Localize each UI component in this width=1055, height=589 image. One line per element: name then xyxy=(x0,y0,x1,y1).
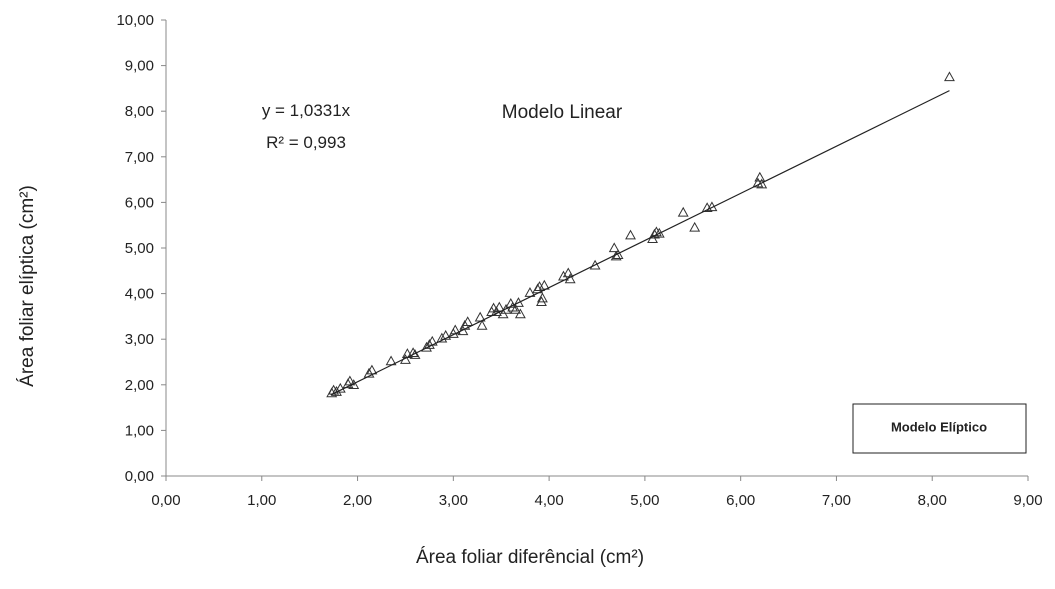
data-point xyxy=(589,259,601,270)
data-point xyxy=(436,332,448,343)
y-tick-label: 0,00 xyxy=(125,468,154,485)
data-point xyxy=(493,301,505,312)
x-tick-label: 0,00 xyxy=(151,492,180,509)
y-tick-label: 8,00 xyxy=(125,103,154,120)
y-tick-label: 4,00 xyxy=(125,286,154,303)
data-point xyxy=(363,367,375,378)
y-tick-label: 2,00 xyxy=(125,377,154,394)
data-points xyxy=(326,71,955,398)
data-point xyxy=(462,316,474,327)
y-ticks: 0,00 1,00 2,00 3,00 4,00 5,00 6,00 7,00 8,00 9,00… xyxy=(116,12,166,485)
trendline xyxy=(330,90,950,396)
x-ticks: 0,00 1,00 2,00 3,00 4,00 5,00 6,00 7,00 8,00 9,00 xyxy=(151,476,1043,509)
data-point xyxy=(513,297,524,307)
data-point xyxy=(514,308,526,319)
y-tick-label: 9,00 xyxy=(125,58,154,75)
data-point xyxy=(366,364,378,375)
data-point xyxy=(538,279,550,290)
data-point xyxy=(440,329,452,340)
x-tick-label: 7,00 xyxy=(822,492,851,509)
legend-box xyxy=(852,403,1027,454)
y-tick-label: 7,00 xyxy=(125,149,154,166)
x-tick-label: 5,00 xyxy=(630,492,659,509)
x-tick-label: 2,00 xyxy=(343,492,372,509)
y-tick-label: 6,00 xyxy=(125,194,154,211)
data-point xyxy=(650,226,662,237)
data-point xyxy=(423,339,435,349)
data-point xyxy=(689,221,701,232)
y-tick-label: 5,00 xyxy=(125,240,154,257)
x-tick-label: 9,00 xyxy=(1013,492,1042,509)
data-point xyxy=(944,71,955,82)
data-point xyxy=(510,303,522,314)
chart-title: Modelo Linear xyxy=(502,102,623,123)
y-axis-label: Área foliar elíptica (cm²) xyxy=(17,185,38,387)
data-point xyxy=(562,267,574,278)
x-tick-label: 1,00 xyxy=(247,492,276,509)
legend-label: Modelo Elíptico xyxy=(891,419,987,434)
data-point xyxy=(653,227,665,238)
y-tick-label: 10,00 xyxy=(116,12,154,29)
y-tick-label: 1,00 xyxy=(125,422,154,439)
data-point xyxy=(407,347,419,358)
data-point xyxy=(608,242,620,253)
y-tick-label: 3,00 xyxy=(125,331,154,348)
data-point xyxy=(536,292,548,303)
x-tick-label: 8,00 xyxy=(918,492,947,509)
equation-annotation: y = 1,0331x xyxy=(262,101,351,120)
data-point xyxy=(500,303,512,314)
x-tick-label: 6,00 xyxy=(726,492,755,509)
legend: Modelo Elíptico xyxy=(852,403,1027,454)
data-point xyxy=(677,206,689,217)
r-squared-annotation: R² = 0,993 xyxy=(266,133,346,152)
data-point xyxy=(754,171,766,182)
x-axis-label: Área foliar diferêncial (cm²) xyxy=(416,547,644,568)
x-tick-label: 3,00 xyxy=(439,492,468,509)
data-point xyxy=(625,229,636,240)
x-tick-label: 4,00 xyxy=(535,492,564,509)
data-point xyxy=(476,319,488,330)
data-point xyxy=(344,375,356,386)
